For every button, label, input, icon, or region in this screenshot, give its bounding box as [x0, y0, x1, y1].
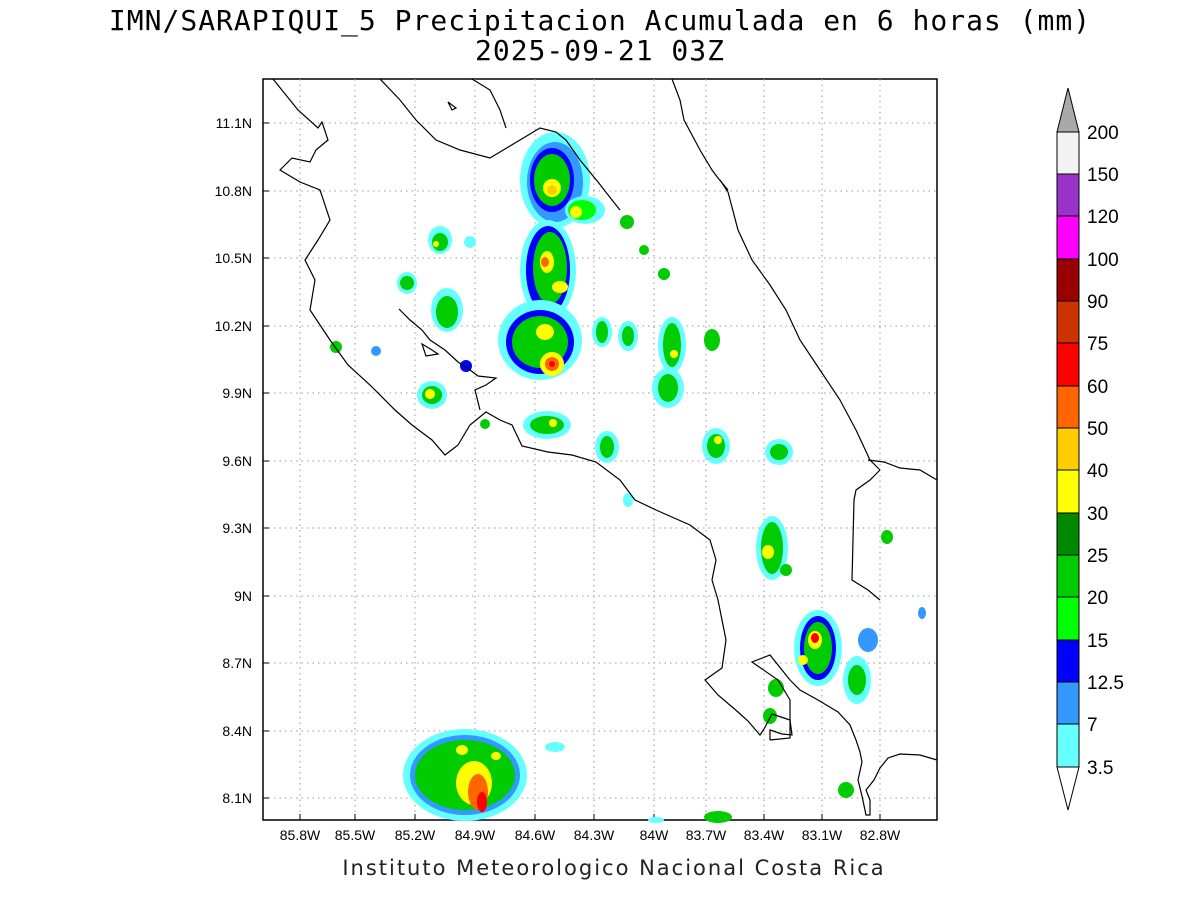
lat-tick-label: 10.8N [215, 183, 252, 199]
lat-tick-label: 8.7N [222, 655, 252, 671]
lon-tick-label: 84.9W [455, 827, 496, 843]
colorbar-label: 50 [1087, 419, 1108, 440]
precip-cell-central [498, 300, 582, 380]
precip-cell-southwest-ocean [403, 729, 732, 823]
lat-tick-label: 10.5N [215, 250, 252, 266]
precip-cell-central-north [520, 220, 576, 320]
footer-credit: Instituto Meteorologico Nacional Costa R… [342, 856, 886, 880]
colorbar-segment [1056, 342, 1080, 387]
precip-cell-sw-west [330, 226, 476, 372]
precip-cell-nicoya [417, 381, 490, 429]
lon-tick-label: 85.8W [280, 827, 321, 843]
lat-tick-label: 9.9N [222, 385, 252, 401]
colorbar-segment [1056, 681, 1080, 725]
chart-title: IMN/SARAPIQUI_5 Precipitacion Acumulada … [108, 4, 1092, 37]
colorbar-segment [1056, 427, 1080, 471]
precip-cell-osa [763, 530, 926, 798]
colorbar-segment [1056, 723, 1080, 768]
colorbar-segment [1056, 554, 1080, 598]
colorbar-label: 90 [1087, 292, 1108, 313]
colorbar-bottom-cap [1056, 766, 1080, 811]
lat-tick-label: 9N [234, 588, 252, 604]
lat-tick-label: 9.3N [222, 520, 252, 536]
lat-tick-label: 8.1N [222, 790, 252, 806]
colorbar-label: 25 [1087, 546, 1108, 567]
colorbar-label: 7 [1087, 715, 1098, 736]
colorbar-segment [1056, 385, 1080, 429]
colorbar-label: 100 [1087, 250, 1119, 271]
colorbar-label: 3.5 [1087, 758, 1113, 779]
colorbar-label: 12.5 [1087, 673, 1124, 694]
lon-axis-labels: 85.8W 85.5W 85.2W 84.9W 84.6W 84.3W 84W … [280, 827, 901, 843]
precip-cell-east-central [592, 215, 720, 408]
lon-tick-label: 84W [640, 827, 670, 843]
colorbar-label: 40 [1087, 461, 1108, 482]
colorbar-label: 150 [1087, 165, 1119, 186]
lon-tick-label: 84.3W [574, 827, 615, 843]
colorbar-segment [1056, 215, 1080, 260]
colorbar-top-cap [1056, 87, 1080, 133]
colorbar-label: 30 [1087, 504, 1108, 525]
lon-tick-label: 82.8W [860, 827, 901, 843]
colorbar-label: 15 [1087, 631, 1108, 652]
colorbar-label: 20 [1087, 588, 1108, 609]
colorbar-label: 75 [1087, 334, 1108, 355]
lon-tick-label: 83.4W [744, 827, 785, 843]
axis-ticks [263, 122, 881, 820]
lon-tick-label: 85.2W [395, 827, 436, 843]
precip-cell-central-south [523, 411, 793, 507]
lat-tick-label: 10.2N [215, 318, 252, 334]
colorbar-label: 60 [1087, 377, 1108, 398]
lat-tick-label: 9.6N [222, 453, 252, 469]
colorbar-segment [1056, 596, 1080, 641]
lon-tick-label: 84.6W [515, 827, 556, 843]
chart-subtitle-datetime: 2025-09-21 03Z [474, 34, 725, 67]
colorbar-segment [1056, 639, 1080, 683]
colorbar-segment [1056, 173, 1080, 217]
lon-tick-label: 85.5W [335, 827, 376, 843]
lon-tick-label: 83.7W [686, 827, 727, 843]
coastline-borders [272, 78, 938, 816]
precip-cell-south-pacific [756, 516, 792, 580]
colorbar-label: 120 [1087, 207, 1119, 228]
lat-tick-label: 8.4N [222, 723, 252, 739]
colorbar: 200 150 120 100 90 75 60 50 40 30 25 20 … [1056, 87, 1124, 811]
colorbar-segment [1056, 258, 1080, 302]
lat-axis-labels: 11.1N 10.8N 10.5N 10.2N 9.9N 9.6N 9.3N 9… [215, 115, 252, 806]
lat-tick-label: 11.1N [216, 115, 252, 131]
colorbar-segment [1056, 131, 1080, 175]
colorbar-segment [1056, 469, 1080, 514]
precipitation-field [330, 132, 926, 823]
lon-tick-label: 83.1W [802, 827, 843, 843]
colorbar-segment [1056, 300, 1080, 344]
colorbar-label: 200 [1087, 123, 1119, 144]
precip-cell-north-central-2 [565, 196, 605, 224]
colorbar-segment [1056, 512, 1080, 556]
